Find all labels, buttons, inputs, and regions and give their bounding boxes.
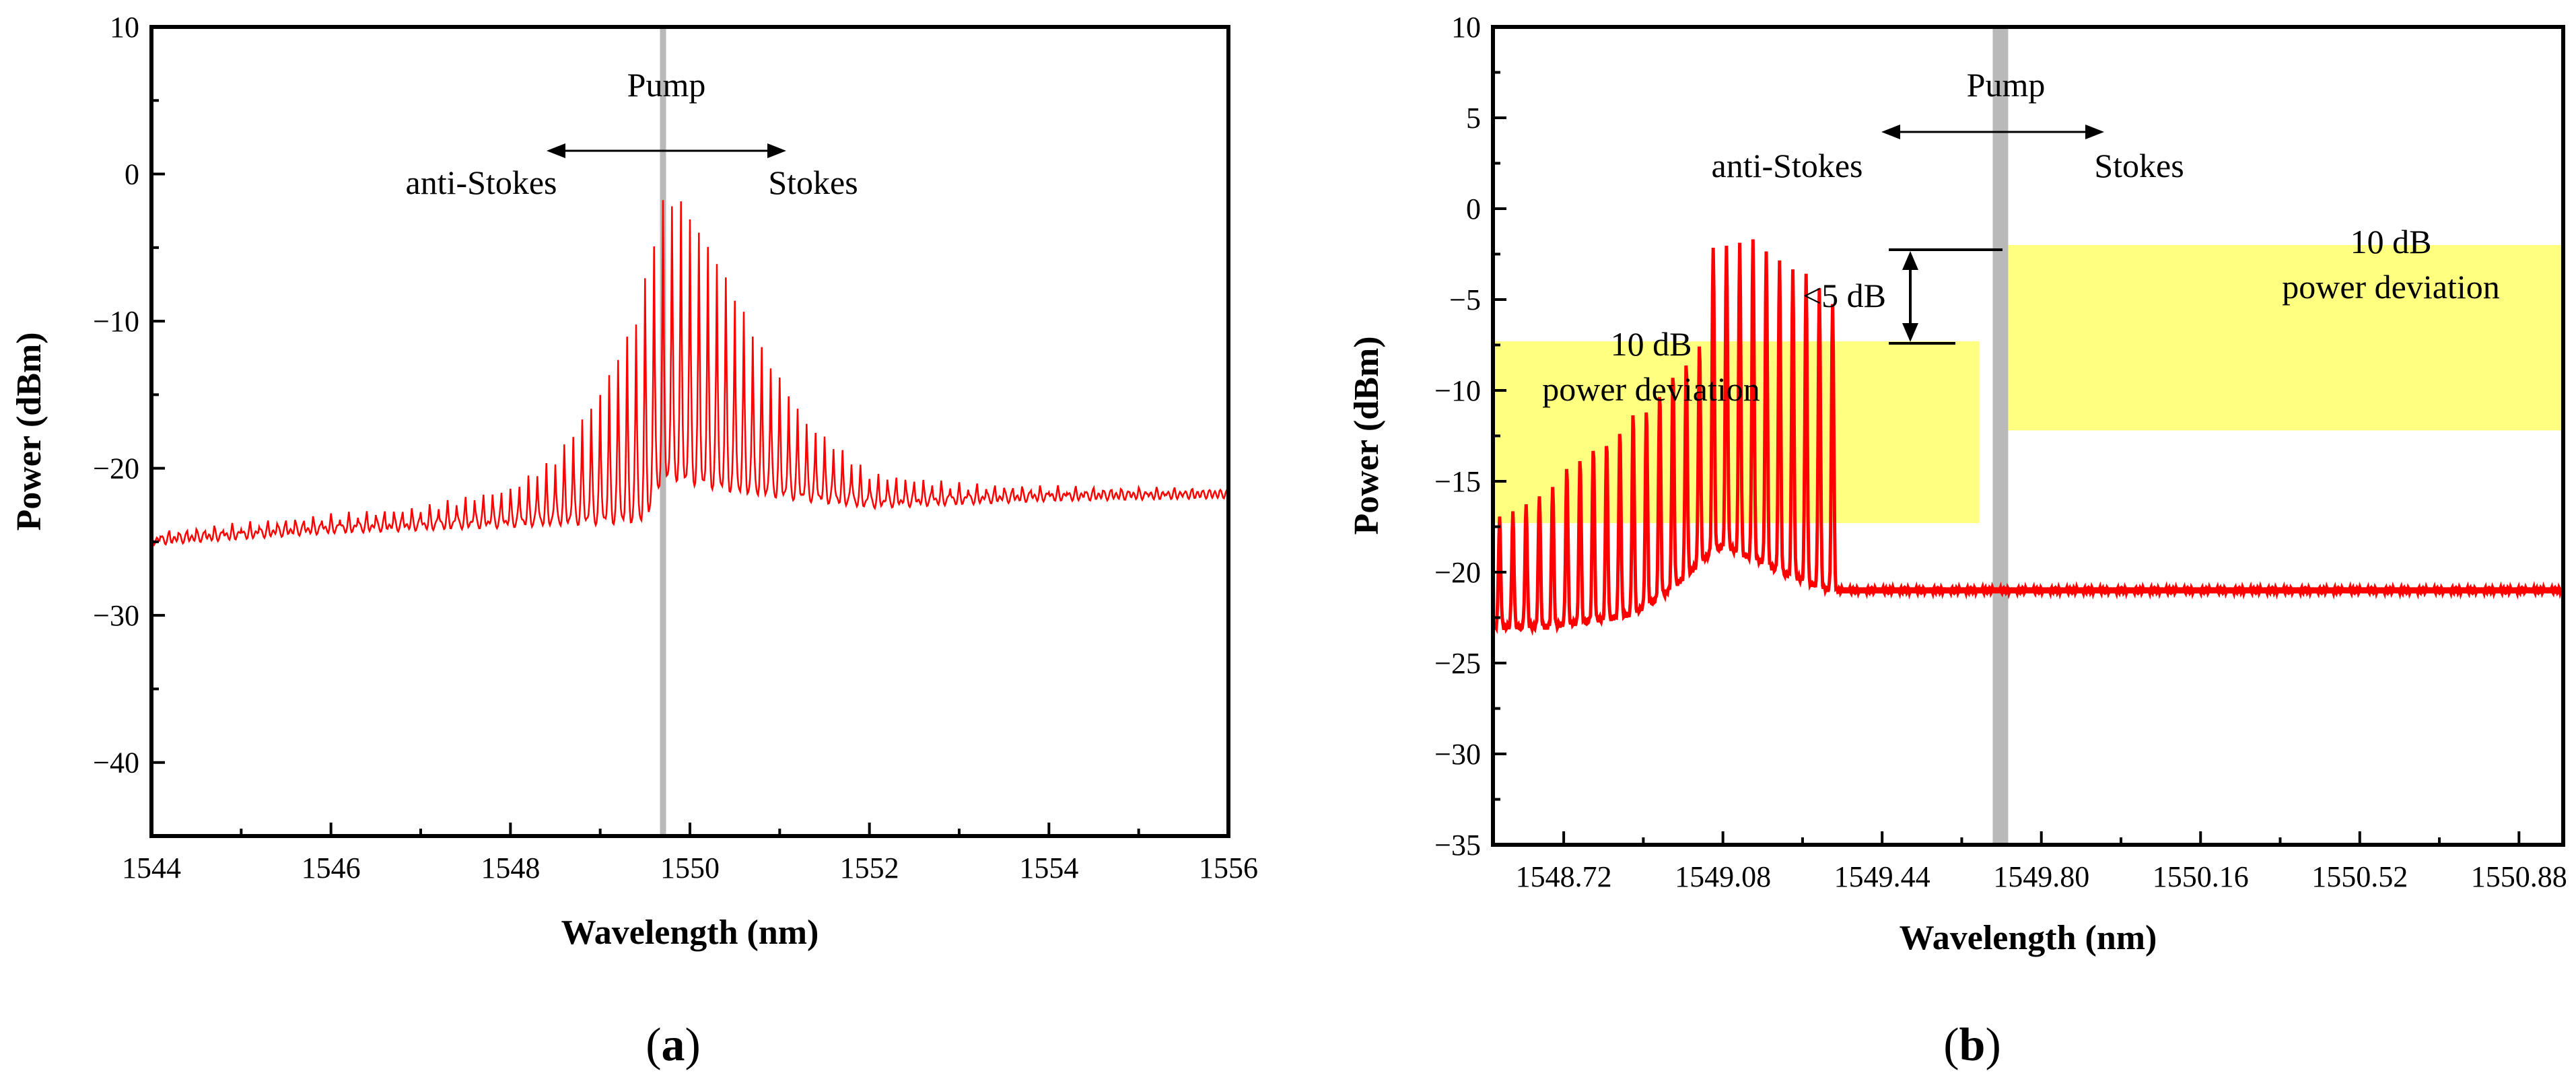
panel-b-y-tick-label: 0	[1466, 193, 1481, 226]
panel-b-x-tick-label: 1549.44	[1834, 860, 1930, 893]
panel-b-x-tick-label: 1549.08	[1675, 860, 1771, 893]
panel-a-y-tick-label: −20	[93, 452, 139, 485]
panel-a-chart: 1544 1546 1548 1550 1552 1554 1556 10 0 −10 −20 −30…	[10, 11, 1258, 1071]
panel-a-letter: a	[662, 1019, 685, 1071]
panel-a-x-tick-label: 1548	[481, 852, 540, 885]
panel-b-deviation-region-2	[2008, 245, 2563, 431]
panel-b-pump-band	[1992, 27, 2009, 845]
panel-b-x-tick-label: 1550.88	[2471, 860, 2567, 893]
panel-a-y-tick-label: −30	[93, 599, 139, 632]
panel-a-x-tick-label: 1544	[122, 852, 181, 885]
panel-b-y-tick-label: −30	[1434, 738, 1481, 771]
panel-a-y-tick-label: −10	[93, 305, 139, 338]
panel-b-y-tick-label: 5	[1466, 102, 1481, 135]
panel-a-y-tick-label: 10	[110, 11, 139, 44]
panel-b-left-region-label-line2: power deviation	[1542, 370, 1760, 408]
panel-a-x-tick-label: 1552	[840, 852, 899, 885]
panel-b-right-region-label-line2: power deviation	[2282, 268, 2500, 306]
panel-b-direction-arrow	[1881, 125, 2104, 139]
panel-b-y-tick-label: 10	[1451, 11, 1481, 44]
panel-b-left-region-label-line1: 10 dB	[1611, 325, 1692, 363]
panel-b-x-tick-label: 1548.72	[1516, 860, 1612, 893]
panel-a-y-axis-title: Power (dBm)	[10, 332, 48, 530]
panel-a-direction-arrow	[547, 143, 786, 158]
panel-b-pump-label: Pump	[1967, 66, 2046, 104]
panel-a-spectrum-trace	[150, 200, 1230, 547]
panel-b-y-tick-label: −35	[1434, 829, 1481, 862]
panel-b-y-axis-title: Power (dBm)	[1348, 336, 1386, 534]
panel-b-x-axis-title: Wavelength (nm)	[1900, 919, 2157, 957]
panel-b-y-tick-label: −10	[1434, 374, 1481, 407]
panel-a-x-tick-label: 1550	[660, 852, 720, 885]
panel-b-x-tick-label: 1550.52	[2311, 860, 2408, 893]
panel-b-y-tick-label: −15	[1434, 465, 1481, 498]
panel-b-stokes-label: Stokes	[2094, 147, 2184, 184]
panel-b-x-tick-label: 1550.16	[2153, 860, 2249, 893]
panel-b-letter: b	[1959, 1019, 1986, 1071]
panel-a-x-tick-label: 1546	[302, 852, 361, 885]
panel-b-plot-frame	[1491, 25, 2565, 847]
panel-b-x-tick-label: 1549.80	[1993, 860, 2089, 893]
panel-a-y-tick-label: 0	[125, 158, 139, 191]
panel-b-anti-stokes-label: anti-Stokes	[1712, 147, 1863, 184]
panel-b-chart: 1548.72 1549.08 1549.44 1549.80 1550.16 1550.…	[1348, 11, 2567, 1071]
panel-b-label: (b)	[1943, 1019, 2001, 1071]
panel-a-pump-label: Pump	[627, 66, 706, 104]
panel-b-y-tick-label: −20	[1434, 556, 1481, 589]
panel-a-x-tick-label: 1556	[1199, 852, 1258, 885]
panel-a-label: (a)	[646, 1019, 701, 1071]
panel-a-x-tick-label: 1554	[1019, 852, 1078, 885]
panel-a-y-tick-label: −40	[93, 747, 139, 779]
panel-b-y-tick-label: −25	[1434, 647, 1481, 680]
panel-a-stokes-label: Stokes	[768, 164, 858, 201]
panel-b-right-region-label-line1: 10 dB	[2351, 223, 2432, 261]
panel-a-plot-frame	[149, 25, 1230, 838]
panel-b-difference-marker	[1889, 248, 2003, 345]
panel-b-spectrum-trace	[1491, 239, 2565, 636]
panel-a-x-axis-title: Wavelength (nm)	[561, 913, 819, 952]
panel-a-anti-stokes-label: anti-Stokes	[406, 164, 557, 201]
panel-b-difference-label: <5 dB	[1803, 277, 1886, 314]
panel-b-y-tick-label: −5	[1449, 283, 1481, 316]
